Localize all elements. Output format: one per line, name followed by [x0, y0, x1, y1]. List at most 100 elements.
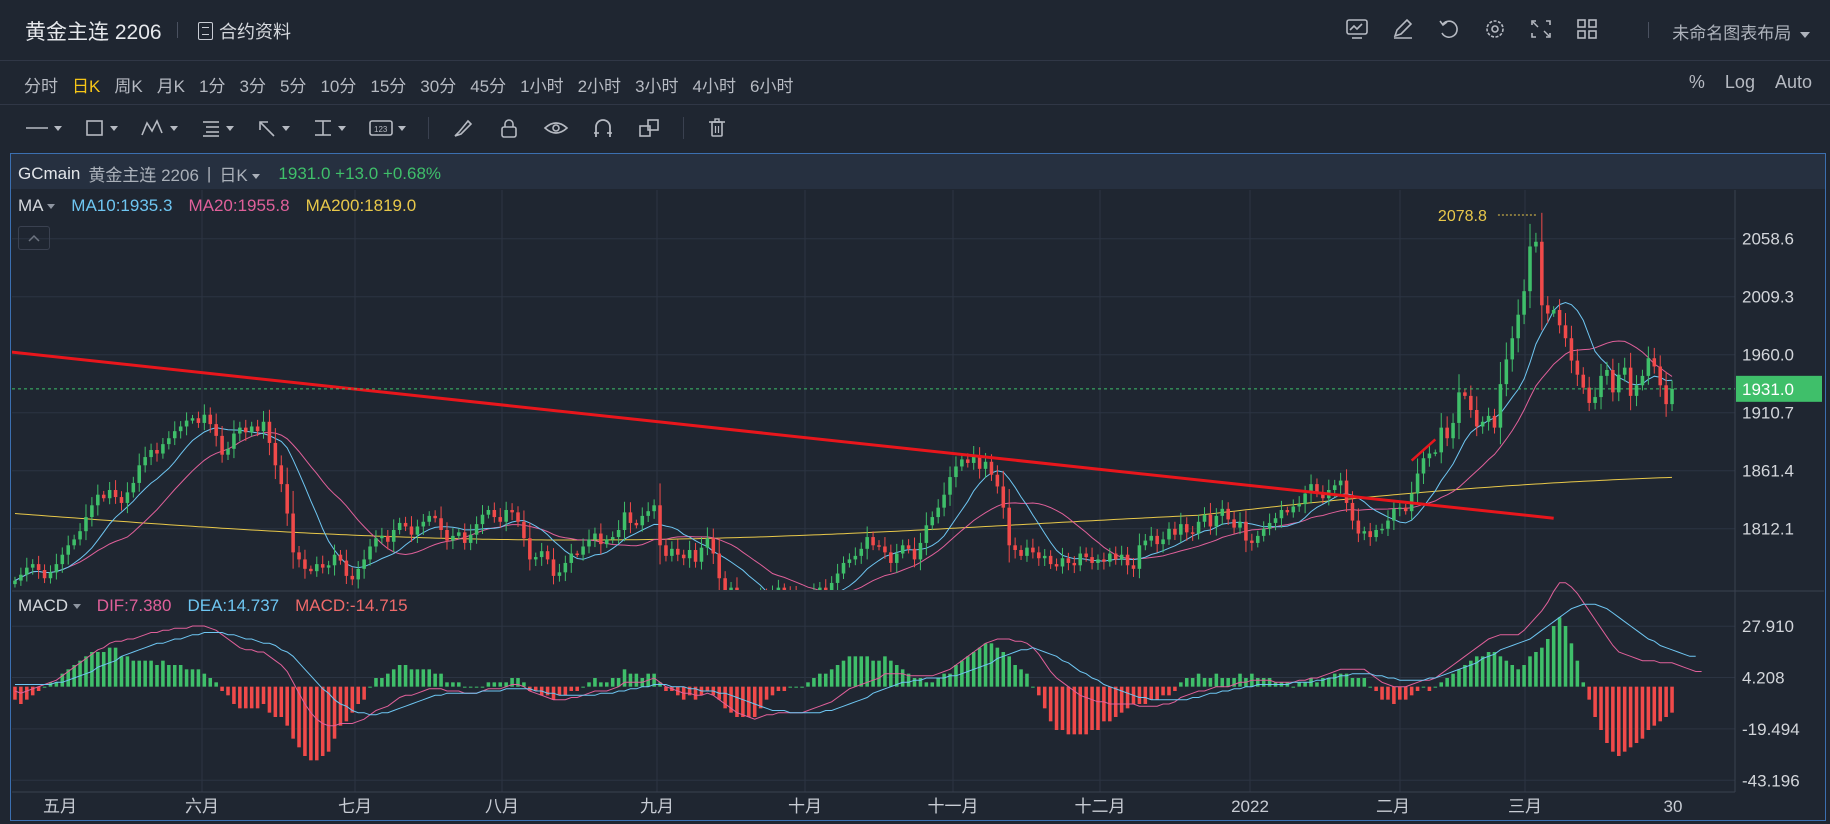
ma-indicator-button[interactable]: MA	[18, 196, 56, 216]
candle-32	[202, 414, 207, 423]
candle-217	[1297, 504, 1301, 507]
candle-175	[1048, 555, 1053, 565]
trend-arrow	[1410, 438, 1437, 462]
period-tab-7[interactable]: 10分	[320, 77, 357, 96]
macd-bar-114	[687, 686, 692, 696]
collapse-button[interactable]	[18, 226, 50, 250]
candle-185	[1108, 553, 1112, 562]
period-dropdown[interactable]: 日K	[219, 161, 261, 186]
macd-bar-198	[1184, 678, 1189, 687]
macd-bar-188	[1125, 686, 1130, 709]
macd-bar-231	[1380, 686, 1384, 700]
last-price: 1931.0	[278, 163, 331, 183]
time-tick-6: 十一月	[928, 797, 979, 816]
candle-258	[1540, 241, 1544, 306]
fib-tool-button[interactable]	[312, 114, 346, 142]
candle-100	[604, 539, 609, 545]
lock-icon[interactable]	[497, 117, 521, 139]
rectangle-tool-button[interactable]	[84, 114, 118, 142]
macd-bar-251	[1498, 656, 1503, 687]
number-tool-button[interactable]: 123	[368, 114, 406, 142]
brush-icon[interactable]	[451, 117, 475, 139]
arrow-tool-button[interactable]	[256, 114, 290, 142]
layout-selector[interactable]: 未命名图表布局	[1672, 19, 1810, 44]
macd-bar-234	[1398, 686, 1402, 700]
macd-bar-5	[42, 686, 47, 688]
candle-122	[735, 587, 739, 590]
copy-icon[interactable]	[637, 117, 661, 139]
layout-icon[interactable]	[1574, 16, 1600, 42]
macd-bar-248	[1480, 656, 1485, 687]
candle-259	[1545, 305, 1550, 314]
candle-211	[1261, 528, 1266, 536]
text-tool-icon	[203, 121, 219, 137]
macd-indicator-button[interactable]: MACD	[18, 596, 81, 616]
macd-bar-221	[1321, 678, 1325, 687]
macd-bar-224	[1338, 673, 1343, 687]
candle-241	[1439, 427, 1444, 453]
eye-icon[interactable]	[543, 117, 569, 139]
macd-bar-50	[309, 686, 313, 761]
undo-icon[interactable]	[1436, 16, 1462, 42]
period-tab-4[interactable]: 1分	[199, 77, 226, 96]
macd-bar-58	[356, 686, 360, 704]
macd-bar-255	[1522, 665, 1526, 687]
trash-icon[interactable]	[706, 117, 728, 139]
period-tab-5[interactable]: 3分	[239, 77, 266, 96]
macd-bar-250	[1492, 652, 1497, 687]
period-tab-6[interactable]: 5分	[279, 77, 307, 96]
candle-278	[1658, 366, 1662, 386]
period-tab-10[interactable]: 45分	[470, 77, 507, 96]
period-tab-14[interactable]: 4小时	[692, 77, 736, 96]
period-tab-11[interactable]: 1小时	[520, 77, 564, 96]
pattern-tool-button[interactable]	[140, 114, 178, 142]
period-tab-2[interactable]: 周K	[114, 77, 143, 96]
macd-bar-95	[575, 686, 579, 691]
period-tab-1[interactable]: 日K	[72, 77, 101, 96]
macd-bar-229	[1368, 686, 1372, 688]
text-tool-button[interactable]	[200, 114, 234, 142]
scale-option-0[interactable]: %	[1688, 72, 1705, 92]
current-price-tag-label: 1931.0	[1742, 380, 1794, 399]
macd-bar-194	[1161, 686, 1165, 696]
macd-bar-197	[1179, 682, 1183, 687]
candle-260	[1551, 310, 1556, 314]
macd-bar-127	[764, 686, 769, 700]
magnet-icon[interactable]	[591, 117, 615, 139]
macd-tick-1: 4.208	[1742, 669, 1785, 688]
period-tab-12[interactable]: 2小时	[577, 77, 622, 96]
macd-bar-249	[1486, 652, 1491, 687]
candle-77	[468, 534, 473, 543]
period-tab-13[interactable]: 3小时	[635, 77, 679, 96]
fullscreen-icon[interactable]	[1528, 16, 1554, 42]
macd-bar-179	[1072, 686, 1077, 735]
period-tab-0[interactable]: 分时	[24, 77, 58, 96]
candle-81	[492, 510, 497, 518]
contract-info-button[interactable]: 合约资料	[198, 18, 291, 44]
macd-bar-241	[1439, 682, 1444, 687]
macd-bar-235	[1403, 686, 1408, 700]
macd-bar-71	[433, 673, 437, 687]
scale-option-2[interactable]: Auto	[1774, 72, 1812, 92]
period-tab-15[interactable]: 6小时	[750, 77, 794, 96]
candle-42	[261, 421, 266, 432]
candle-171	[1025, 547, 1029, 556]
edit-icon[interactable]	[1390, 16, 1416, 42]
macd-bar-265	[1581, 682, 1586, 687]
macd-bar-262	[1563, 626, 1568, 687]
period-tab-8[interactable]: 15分	[370, 77, 407, 96]
period-tab-9[interactable]: 30分	[420, 77, 457, 96]
scale-option-1[interactable]: Log	[1724, 72, 1755, 92]
candle-280	[1670, 388, 1674, 405]
macd-bar-172	[1031, 686, 1035, 688]
period-tab-3[interactable]: 月K	[156, 77, 186, 96]
candle-177	[1060, 558, 1065, 567]
candle-74	[451, 535, 455, 541]
line-tool-button[interactable]	[24, 114, 62, 142]
screenshot-icon[interactable]	[1344, 16, 1370, 42]
settings-icon[interactable]	[1482, 16, 1508, 42]
candle-170	[1019, 550, 1023, 556]
candle-14	[96, 494, 100, 506]
candle-41	[255, 426, 260, 432]
